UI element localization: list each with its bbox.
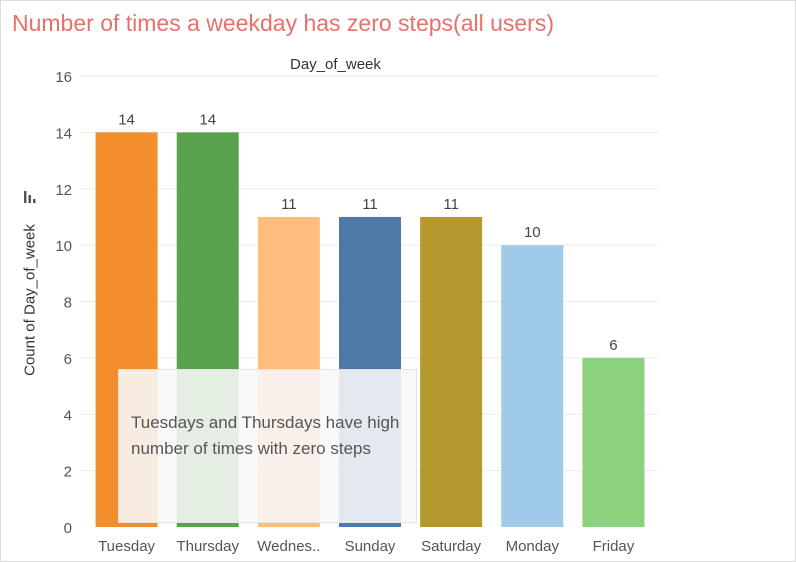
sort-icon[interactable] — [23, 190, 37, 204]
y-tick-label: 8 — [64, 295, 72, 312]
y-tick-label: 0 — [64, 520, 72, 537]
data-label: 10 — [524, 224, 541, 241]
annotation-text: Tuesdays and Thursdays have high number … — [131, 413, 400, 458]
x-tick-label: Tuesday — [98, 538, 155, 555]
data-label: 14 — [118, 111, 135, 128]
chart-title: Number of times a weekday has zero steps… — [12, 10, 554, 36]
y-tick-label: 14 — [55, 125, 72, 142]
x-axis-title: Day_of_week — [290, 56, 381, 73]
y-tick-label: 2 — [64, 464, 72, 481]
x-tick-label: Saturday — [421, 538, 482, 555]
bar — [582, 357, 645, 527]
y-tick-label: 12 — [55, 182, 72, 199]
y-tick-label: 16 — [55, 69, 72, 86]
annotation-box: Tuesdays and Thursdays have high number … — [118, 369, 417, 523]
y-tick-label: 6 — [64, 351, 72, 368]
bar — [501, 245, 564, 527]
x-tick-label: Thursday — [176, 538, 239, 555]
x-tick-label: Wednes.. — [257, 538, 320, 555]
data-label: 6 — [609, 337, 617, 354]
data-label: 14 — [199, 111, 216, 128]
data-label: 11 — [443, 196, 459, 213]
x-tick-label: Monday — [506, 538, 560, 555]
y-tick-label: 10 — [55, 238, 72, 255]
x-tick-label: Friday — [593, 538, 635, 555]
data-label: 11 — [281, 196, 297, 213]
bar — [420, 216, 483, 527]
x-tick-label: Sunday — [345, 538, 396, 555]
y-tick-label: 4 — [64, 407, 72, 424]
data-label: 11 — [362, 196, 378, 213]
